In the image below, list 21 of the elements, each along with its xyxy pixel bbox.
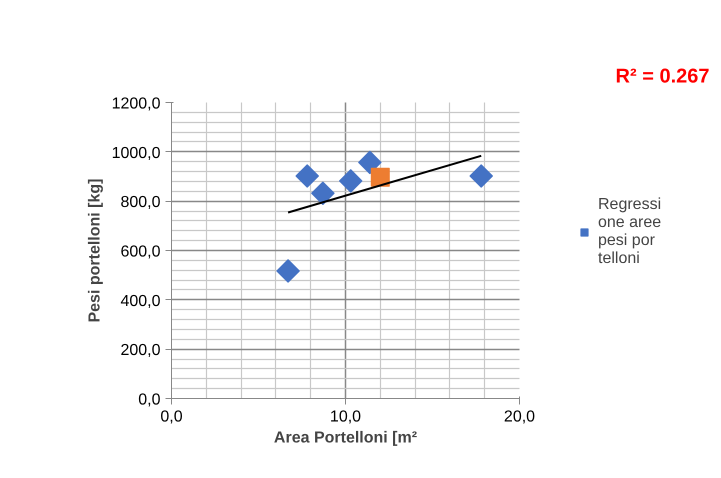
- y-tick-label: 1200,0: [112, 96, 161, 112]
- y-tick-label: 1000,0: [112, 144, 161, 162]
- y-tick-label: 200,0: [120, 342, 161, 360]
- x-tick-label: 10,0: [330, 408, 362, 426]
- x-tick-label: 0,0: [160, 408, 183, 426]
- y-axis-title: Pesi portelloni [kg]: [86, 178, 104, 323]
- y-tick-label: 600,0: [120, 244, 161, 260]
- point: [311, 181, 335, 206]
- x-tick-label: 20,0: [504, 408, 536, 426]
- point: [370, 168, 390, 187]
- point: [358, 150, 382, 174]
- point: [276, 259, 300, 283]
- y-tick-label: 0,0: [138, 392, 161, 408]
- point: [469, 164, 494, 188]
- point: [338, 169, 363, 193]
- y-tick-label: 400,0: [120, 292, 161, 310]
- point: [295, 164, 320, 188]
- legend-label: Regressione aree pesi portelloni: [598, 196, 662, 268]
- text: R² = 0.267: [616, 66, 710, 88]
- y-tick-label: 800,0: [120, 194, 161, 212]
- x-axis-title: Area Portelloni [m²: [274, 430, 418, 446]
